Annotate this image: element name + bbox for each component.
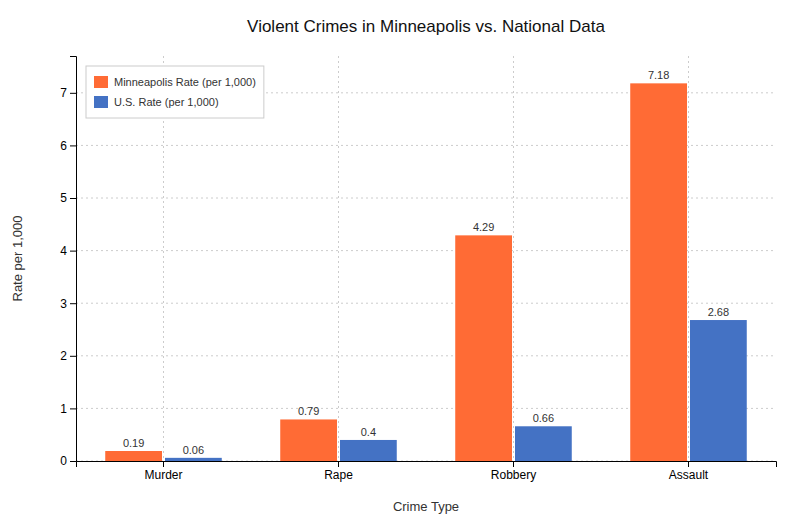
data-label: 0.4	[361, 426, 376, 438]
tick-mark	[338, 461, 339, 467]
bars	[105, 83, 747, 461]
bar	[690, 320, 747, 461]
x-tick: Robbery	[491, 461, 536, 482]
tick-label: 1	[60, 402, 67, 416]
grid-line	[513, 56, 514, 461]
data-label: 7.18	[648, 69, 669, 81]
tick-label: 4	[60, 244, 67, 258]
tick-label: Assault	[669, 468, 709, 482]
grid-line	[688, 56, 689, 461]
tick-label: Murder	[144, 468, 182, 482]
data-label: 0.79	[298, 405, 319, 417]
tick-label: 6	[60, 139, 67, 153]
y-axis: 0 1 2 3 4 5 6 7	[60, 57, 76, 469]
tick-label: 5	[60, 191, 67, 205]
tick-mark	[163, 461, 164, 467]
bar	[455, 235, 512, 461]
tick-mark	[70, 461, 76, 462]
chart: 0.19 0.06 0.79 0.4 4.29 0.66 7.18 2.68 Murder Rap…	[0, 0, 800, 529]
tick-mark	[70, 303, 76, 304]
axis-line	[77, 462, 777, 468]
bar	[515, 426, 572, 461]
bar	[340, 440, 397, 461]
data-label: 4.29	[473, 221, 494, 233]
legend: Minneapolis Rate (per 1,000) U.S. Rate (p…	[86, 66, 264, 118]
x-axis-title: Crime Type	[393, 499, 459, 514]
tick-label: Robbery	[491, 468, 536, 482]
tick-mark	[70, 408, 76, 409]
tick-label: 0	[60, 454, 67, 468]
x-tick: Rape	[324, 461, 353, 482]
legend-item: Minneapolis Rate (per 1,000)	[94, 76, 256, 88]
tick-mark	[688, 461, 689, 467]
tick-mark	[70, 251, 76, 252]
bar	[165, 458, 222, 461]
legend-swatch	[94, 96, 108, 108]
y-axis-title: Rate per 1,000	[10, 215, 25, 301]
y-tick: 7	[60, 86, 76, 100]
title: Violent Crimes in Minneapolis vs. Nation…	[247, 17, 605, 36]
grid	[76, 56, 776, 461]
tick-mark	[70, 145, 76, 146]
grid-line	[338, 56, 339, 461]
y-tick: 2	[60, 349, 76, 363]
data-label: 0.19	[123, 437, 144, 449]
legend-label: U.S. Rate (per 1,000)	[114, 96, 219, 108]
legend-box	[86, 66, 264, 118]
tick-label: Rape	[324, 468, 353, 482]
bar	[280, 419, 337, 461]
data-label: 2.68	[708, 306, 729, 318]
axis-line	[70, 57, 77, 462]
legend-swatch	[94, 76, 108, 88]
y-tick: 5	[60, 191, 76, 205]
x-tick: Murder	[144, 461, 182, 482]
legend-item: U.S. Rate (per 1,000)	[94, 96, 219, 108]
x-axis: Murder Rape Robbery Assault	[77, 461, 777, 482]
tick-mark	[513, 461, 514, 467]
tick-label: 7	[60, 86, 67, 100]
plot: 0.19 0.06 0.79 0.4 4.29 0.66 7.18 2.68 Murder Rap…	[60, 56, 776, 482]
y-tick: 4	[60, 244, 76, 258]
tick-mark	[70, 356, 76, 357]
data-labels: 0.19 0.06 0.79 0.4 4.29 0.66 7.18 2.68	[123, 69, 729, 455]
x-tick: Assault	[669, 461, 709, 482]
bar	[105, 451, 162, 461]
y-tick: 6	[60, 139, 76, 153]
y-tick: 0	[60, 454, 76, 468]
tick-label: 2	[60, 349, 67, 363]
y-tick: 1	[60, 402, 76, 416]
y-tick: 3	[60, 297, 76, 311]
tick-label: 3	[60, 297, 67, 311]
tick-mark	[70, 93, 76, 94]
legend-label: Minneapolis Rate (per 1,000)	[114, 76, 256, 88]
bar	[630, 83, 687, 461]
data-label: 0.06	[183, 444, 204, 456]
tick-mark	[70, 198, 76, 199]
data-label: 0.66	[533, 412, 554, 424]
